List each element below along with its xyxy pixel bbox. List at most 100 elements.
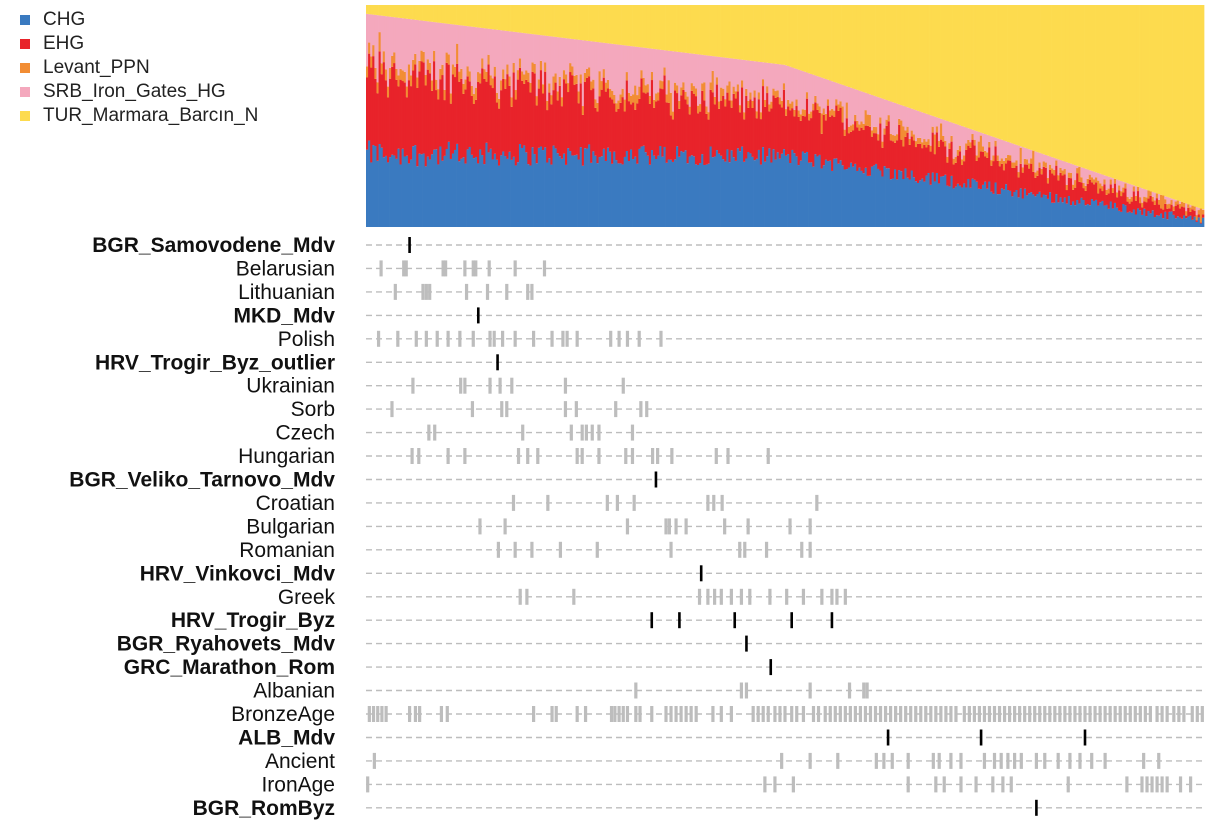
admixture-segment [510,106,514,160]
admixture-segment [479,149,482,227]
admixture-segment [1021,147,1025,168]
row-tick [967,706,971,722]
admixture-segment [1164,196,1167,200]
admixture-segment [493,153,497,227]
admixture-segment [808,162,811,227]
admixture-segment [810,118,813,163]
admixture-segment [1109,5,1113,178]
admixture-segment [1128,211,1132,227]
admixture-segment [904,136,907,169]
row-tick [569,424,573,441]
admixture-segment [665,5,669,51]
admixture-segment [1023,147,1027,159]
admixture-segment [650,48,654,72]
row-tick [417,448,421,464]
admixture-segment [629,104,633,150]
admixture-segment [399,68,402,80]
admixture-segment [592,41,595,80]
admixture-segment [468,81,472,147]
row-tick [445,706,449,722]
admixture-segment [629,95,633,105]
admixture-segment [384,80,388,156]
admixture-segment [397,17,400,76]
admixture-segment [1105,204,1108,227]
admixture-segment [539,35,543,61]
admixture-segment [382,51,386,63]
admixture-segment [1032,150,1035,172]
admixture-segment [472,94,476,104]
row-tick [371,706,376,722]
admixture-segment [435,149,438,227]
admixture-segment [410,5,413,20]
row-tick [979,729,983,746]
admixture-segment [1162,195,1165,210]
admixture-segment [852,130,855,167]
admixture-segment [512,156,516,227]
admixture-segment [489,5,493,29]
admixture-segment [898,5,901,105]
admixture-segment [539,5,543,36]
admixture-segment [766,156,769,227]
admixture-segment [535,105,539,164]
admixture-segment [761,79,765,87]
admixture-segment [437,22,440,90]
admixture-segment [1063,169,1067,175]
admixture-segment [502,151,505,227]
row-tick [899,706,903,722]
row-tick [808,541,812,558]
admixture-segment [793,153,796,227]
admixture-segment [984,134,987,151]
admixture-segment [1057,5,1060,160]
admixture-segment [655,49,658,94]
admixture-segment [940,123,943,140]
admixture-segment [743,59,746,113]
admixture-segment [1028,163,1031,169]
admixture-segment [837,5,840,84]
row-tick [463,260,467,277]
admixture-segment [845,86,849,103]
admixture-segment [588,5,591,42]
admixture-segment [975,155,979,161]
admixture-segment [571,66,574,76]
admixture-segment [569,72,572,152]
row-tick [974,776,978,793]
admixture-segment [835,105,838,159]
admixture-segment [384,5,388,17]
admixture-segment [709,146,713,227]
admixture-segment [950,175,953,227]
admixture-segment [1197,217,1201,227]
row-tick [615,494,619,511]
admixture-segment [692,156,696,227]
admixture-segment [680,95,683,152]
row-tick [1048,706,1052,722]
admixture-segment [422,20,426,52]
admixture-segment [810,5,813,74]
admixture-segment [562,79,566,154]
admixture-segment [764,106,767,162]
admixture-segment [732,157,736,227]
admixture-segment [636,46,639,96]
admixture-segment [1059,167,1062,173]
row-tick [411,377,415,394]
admixture-segment [1097,180,1100,194]
legend-item-chg: CHG [20,8,85,32]
admixture-segment [998,166,1002,195]
admixture-segment [592,5,595,42]
admixture-segment [546,5,549,36]
admixture-segment [843,85,847,130]
row-tick [498,377,502,394]
admixture-segment [437,5,440,23]
admixture-segment [389,78,392,158]
admixture-segment [1128,5,1132,184]
row-label: Polish [278,328,335,351]
admixture-segment [410,19,413,76]
admixture-segment [1153,5,1157,193]
admixture-segment [1009,160,1012,191]
admixture-segment [659,146,662,227]
admixture-segment [916,182,920,227]
admixture-segment [759,5,763,62]
admixture-segment [426,69,430,157]
admixture-segment [952,123,956,159]
admixture-segment [824,159,828,227]
admixture-segment [430,90,434,155]
